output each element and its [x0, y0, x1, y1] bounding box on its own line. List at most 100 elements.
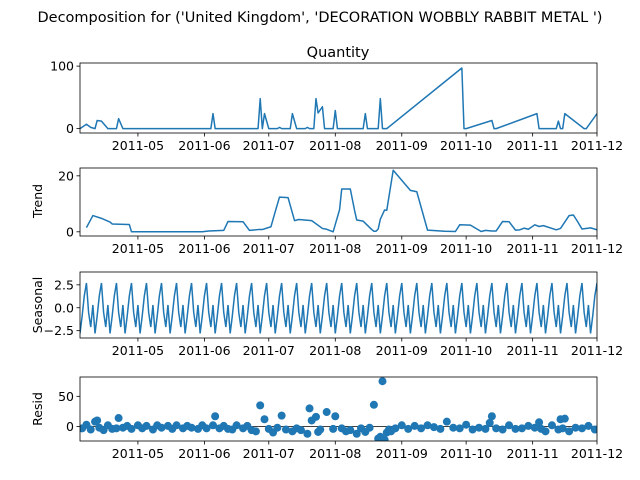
resid-point	[487, 412, 496, 421]
resid-axes-frame	[79, 376, 598, 442]
resid-point	[260, 415, 269, 424]
resid-point	[369, 400, 378, 409]
resid-point	[404, 424, 413, 433]
resid-point	[86, 425, 95, 434]
resid-point	[172, 421, 181, 430]
resid-point	[331, 412, 340, 421]
trend-xtick-label: 2011-12	[571, 241, 623, 256]
resid-point	[303, 429, 312, 438]
resid-point	[277, 411, 286, 420]
resid-point	[481, 424, 490, 433]
resid-point	[498, 425, 507, 434]
resid-xtick-label: 2011-12	[571, 446, 623, 461]
observed-xtick-label: 2011-12	[571, 138, 623, 153]
observed-xtick-label: 2011-09	[376, 138, 428, 153]
resid-ytick-label: 50	[58, 389, 74, 404]
resid-xtick-label: 2011-08	[309, 446, 361, 461]
seasonal-axes-frame	[79, 271, 598, 339]
resid-point	[378, 377, 387, 386]
resid-point	[311, 412, 320, 421]
resid-point	[157, 423, 166, 432]
seasonal-xtick-label: 2011-06	[178, 343, 230, 358]
resid-point	[316, 425, 325, 434]
trend-xtick-label: 2011-11	[507, 241, 559, 256]
resid-point	[93, 416, 102, 425]
resid-point	[475, 423, 484, 432]
resid-point	[547, 421, 556, 430]
resid-point	[449, 423, 458, 432]
resid-point	[127, 424, 136, 433]
resid-xtick-label: 2011-05	[112, 446, 164, 461]
seasonal-xtick-label: 2011-11	[507, 343, 559, 358]
resid-point	[273, 423, 282, 432]
resid-point	[517, 424, 526, 433]
seasonal-xtick-label: 2011-05	[112, 343, 164, 358]
trend-ytick-label: 20	[58, 168, 74, 183]
seasonal-series-line	[80, 282, 597, 334]
seasonal-ytick-label: 2.5	[54, 277, 74, 292]
resid-point	[524, 421, 533, 430]
observed-panel: Quantity 0 100 2011-05 2011-06 2011-07 2011-0…	[50, 45, 623, 153]
resid-point	[462, 420, 471, 429]
seasonal-xtick-label: 2011-12	[571, 343, 623, 358]
observed-series-line	[80, 67, 597, 130]
trend-axes-frame	[79, 167, 598, 237]
resid-xtick-label: 2011-06	[178, 446, 230, 461]
observed-axes-frame	[79, 62, 598, 134]
resid-point	[322, 408, 331, 417]
figure-title: Decomposition for ('United Kingdom', 'DE…	[38, 10, 603, 26]
resid-point	[560, 414, 569, 423]
resid-point	[535, 418, 544, 427]
observed-ytick-label: 100	[50, 59, 74, 74]
trend-ytick-label: 0	[66, 224, 74, 239]
trend-xtick-label: 2011-07	[243, 241, 295, 256]
resid-point	[417, 424, 426, 433]
resid-point	[455, 424, 464, 433]
resid-point	[142, 421, 151, 430]
resid-point	[296, 426, 305, 435]
resid-point	[329, 424, 338, 433]
resid-point	[485, 418, 494, 427]
seasonal-xtick-label: 2011-10	[440, 343, 492, 358]
resid-point	[397, 421, 406, 430]
resid-point	[281, 425, 290, 434]
resid-point	[352, 429, 361, 438]
resid-point	[577, 424, 586, 433]
resid-point	[590, 425, 597, 434]
resid-point	[423, 421, 432, 430]
resid-point	[232, 421, 241, 430]
resid-point	[112, 424, 121, 433]
trend-plot-area	[85, 169, 597, 233]
resid-point	[429, 423, 438, 432]
resid-point	[511, 424, 520, 433]
resid-point	[436, 424, 445, 433]
observed-xtick-label: 2011-06	[178, 138, 230, 153]
resid-point	[584, 421, 593, 430]
trend-series-line	[85, 169, 597, 233]
seasonal-ytick-label: 0.0	[54, 300, 74, 315]
resid-plot-area	[80, 377, 597, 441]
seasonal-panel: Seasonal −2.5 0.0 2.5 2011-05 2011-06 2011-07…	[30, 271, 623, 358]
seasonal-xtick-label: 2011-09	[376, 343, 428, 358]
resid-point	[187, 423, 196, 432]
trend-xtick-label: 2011-09	[376, 241, 428, 256]
observed-xtick-label: 2011-08	[309, 138, 361, 153]
resid-point	[505, 421, 514, 430]
trend-xtick-label: 2011-06	[178, 241, 230, 256]
seasonal-xtick-label: 2011-07	[243, 343, 295, 358]
resid-xtick-label: 2011-10	[440, 446, 492, 461]
observed-xtick-label: 2011-10	[440, 138, 492, 153]
trend-xtick-label: 2011-10	[440, 241, 492, 256]
seasonal-plot-area	[80, 282, 597, 334]
resid-point	[346, 426, 355, 435]
resid-point	[565, 427, 574, 436]
resid-point	[442, 417, 451, 426]
seasonal-axis-label: Seasonal	[30, 277, 45, 334]
resid-point	[211, 412, 220, 421]
resid-point	[558, 424, 567, 433]
observed-xtick-label: 2011-07	[243, 138, 295, 153]
observed-xtick-label: 2011-05	[112, 138, 164, 153]
resid-point	[256, 401, 265, 410]
resid-xtick-label: 2011-09	[376, 446, 428, 461]
